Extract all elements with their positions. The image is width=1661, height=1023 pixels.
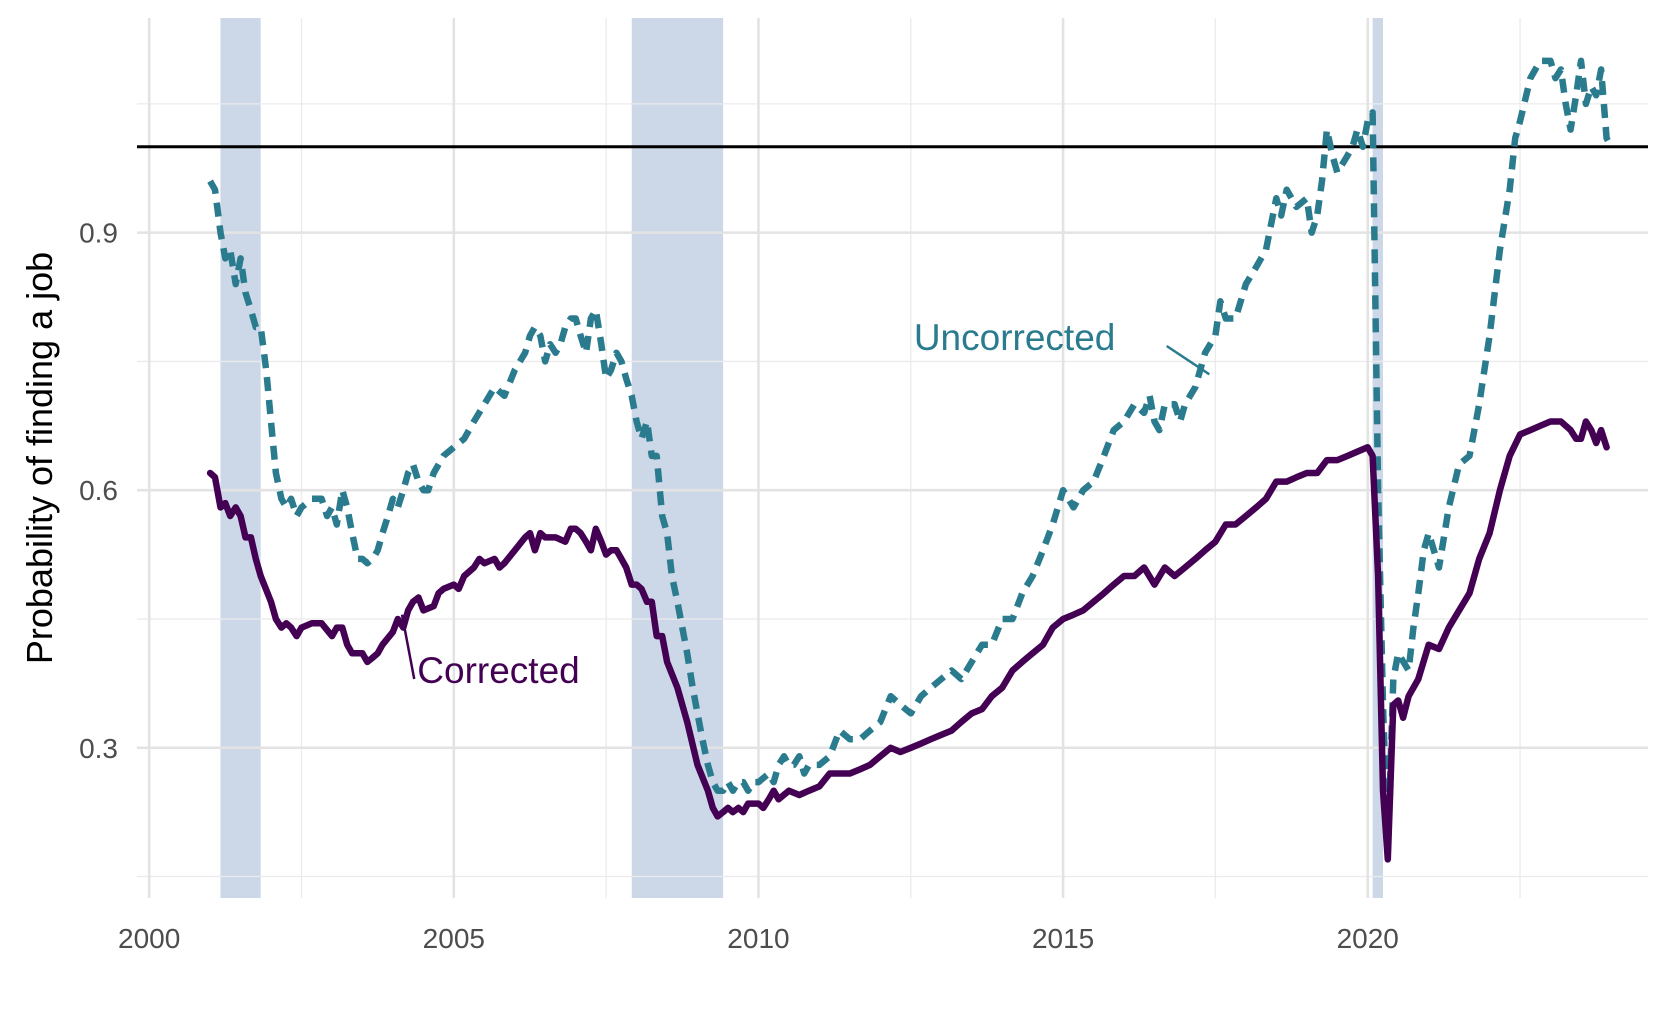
y-tick-label: 0.9 — [79, 218, 118, 249]
annotation-label-uncorrected: Uncorrected — [914, 317, 1116, 358]
gridlines — [137, 18, 1648, 898]
recession-band-1 — [220, 18, 261, 898]
series-line-uncorrected — [207, 57, 1615, 855]
x-tick-label: 2010 — [727, 923, 789, 954]
annotation-leader-uncorrected — [1165, 344, 1211, 376]
series-annotations: Uncorrected Corrected — [400, 317, 1211, 691]
x-tick-label: 2020 — [1337, 923, 1399, 954]
x-tick-label: 2000 — [118, 923, 180, 954]
y-tick-label: 0.6 — [79, 475, 118, 506]
annotation-label-corrected: Corrected — [417, 650, 579, 691]
annotation-leader-corrected — [400, 614, 416, 680]
x-tick-label: 2015 — [1032, 923, 1094, 954]
recession-bands — [220, 18, 1383, 898]
y-tick-label: 0.3 — [79, 733, 118, 764]
y-axis-title: Probability of finding a job — [19, 252, 60, 664]
y-axis-ticks: 0.3 0.6 0.9 — [79, 218, 118, 764]
x-tick-label: 2005 — [423, 923, 485, 954]
series-lines — [206, 57, 1615, 863]
series-line-corrected — [206, 418, 1610, 863]
x-axis-ticks: 2000 2005 2010 2015 2020 — [118, 923, 1399, 954]
